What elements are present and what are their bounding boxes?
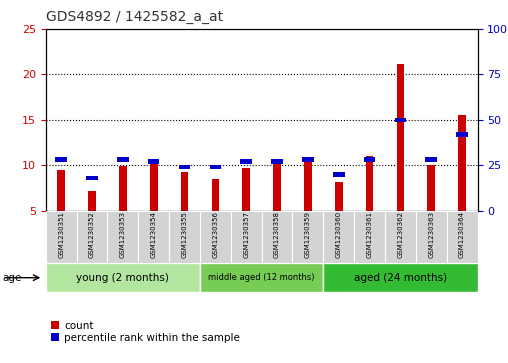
Bar [323,211,354,263]
Bar [138,211,169,263]
Bar [366,156,373,211]
Bar [210,165,221,169]
Bar [231,211,262,263]
Text: GSM1230362: GSM1230362 [397,211,403,258]
Bar [293,211,323,263]
Bar [416,211,447,263]
Text: aged (24 months): aged (24 months) [354,273,447,283]
Bar [148,159,160,164]
Bar [456,132,468,136]
Bar [397,64,404,211]
Text: GSM1230360: GSM1230360 [336,211,342,258]
Bar [354,211,385,263]
Bar [364,158,375,162]
Bar [77,211,107,263]
Text: GSM1230352: GSM1230352 [89,211,95,258]
Bar [385,211,416,263]
Bar [107,211,138,263]
Bar [447,211,478,263]
Bar [262,211,293,263]
Bar [273,160,281,211]
Bar [119,166,126,211]
Text: GSM1230364: GSM1230364 [459,211,465,258]
Bar [458,115,466,211]
Bar [240,159,252,164]
Bar [304,157,312,211]
Bar [169,211,200,263]
Bar [150,162,157,211]
Bar [335,182,342,211]
Bar [46,211,77,263]
Text: GSM1230359: GSM1230359 [305,211,311,258]
Bar [55,158,67,162]
Bar [323,263,478,292]
Bar [200,211,231,263]
Text: age: age [3,273,22,283]
Bar [88,192,96,211]
Bar [181,171,188,211]
Bar [211,179,219,211]
Bar [179,165,190,169]
Legend: count, percentile rank within the sample: count, percentile rank within the sample [51,321,240,343]
Bar [333,172,344,176]
Text: GSM1230353: GSM1230353 [120,211,126,258]
Bar [271,159,283,164]
Text: GSM1230363: GSM1230363 [428,211,434,258]
Bar [200,263,323,292]
Bar [57,170,65,211]
Bar [395,118,406,122]
Text: GDS4892 / 1425582_a_at: GDS4892 / 1425582_a_at [46,9,223,24]
Bar [302,158,313,162]
Bar [426,158,437,162]
Text: GSM1230361: GSM1230361 [367,211,372,258]
Text: middle aged (12 months): middle aged (12 months) [208,273,315,282]
Text: GSM1230351: GSM1230351 [58,211,64,258]
Bar [242,168,250,211]
Text: GSM1230355: GSM1230355 [181,211,187,258]
Bar [117,158,129,162]
Bar [46,263,200,292]
Bar [427,165,435,211]
Text: GSM1230357: GSM1230357 [243,211,249,258]
Text: GSM1230358: GSM1230358 [274,211,280,258]
Text: GSM1230354: GSM1230354 [151,211,156,258]
Bar [86,176,98,180]
Text: GSM1230356: GSM1230356 [212,211,218,258]
Text: young (2 months): young (2 months) [76,273,169,283]
